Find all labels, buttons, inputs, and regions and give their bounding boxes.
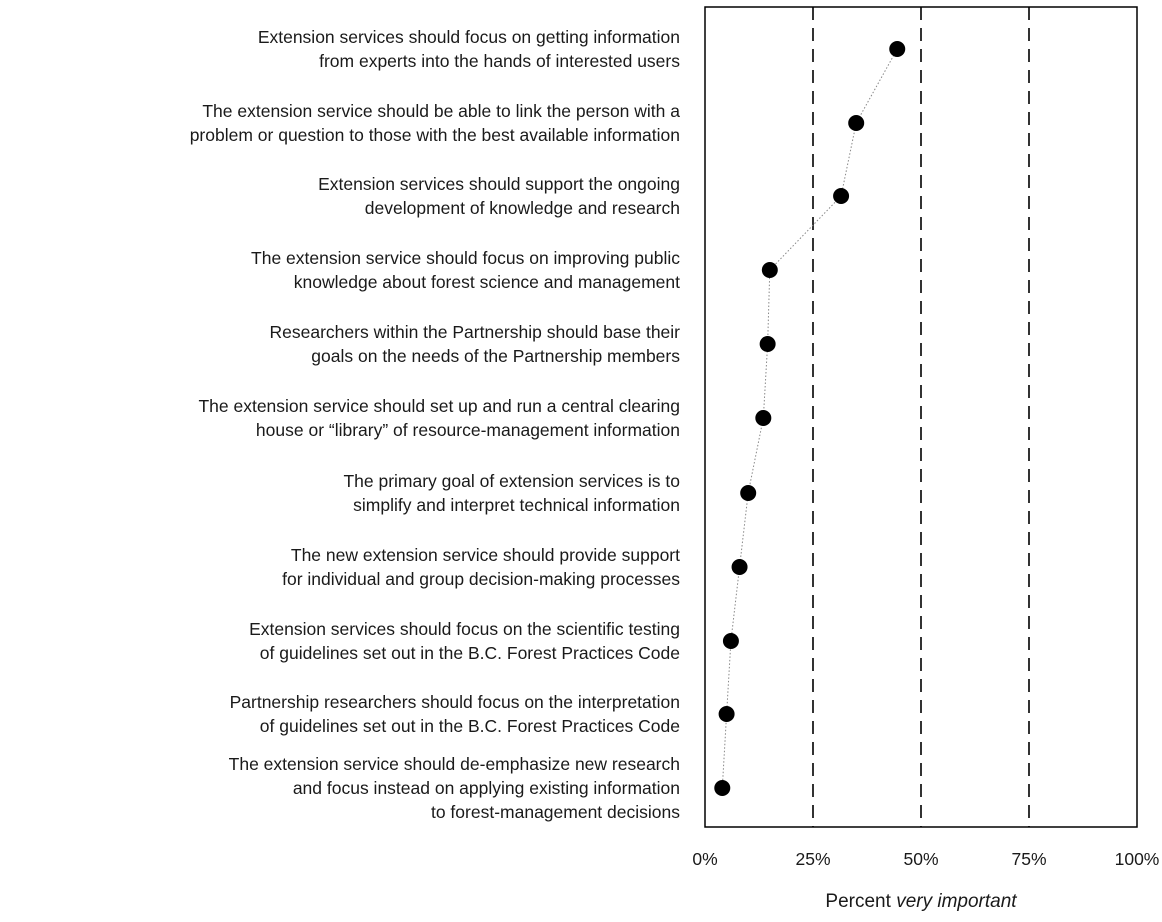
category-label-7-line-2: simplify and interpret technical informa… — [353, 495, 680, 515]
data-point-4 — [761, 262, 778, 278]
data-point-6 — [755, 410, 772, 426]
category-label-11-line-1: The extension service should de-emphasiz… — [229, 754, 680, 774]
category-label-1-line-1: Extension services should focus on getti… — [258, 27, 680, 47]
data-point-2 — [848, 115, 865, 131]
data-point-10 — [718, 706, 735, 722]
x-tick-label-100: 100% — [1115, 849, 1160, 869]
category-label-11-line-2: and focus instead on applying existing i… — [293, 778, 680, 798]
category-label-8-line-1: The new extension service should provide… — [291, 545, 680, 565]
category-label-4-line-2: knowledge about forest science and manag… — [294, 272, 680, 292]
x-axis-ticks: 0% 25% 50% 75% 100% — [692, 849, 1159, 869]
reference-lines — [812, 7, 1030, 827]
x-axis-label-emphasis: very important — [896, 891, 1017, 912]
category-label-8-line-2: for individual and group decision-making… — [282, 569, 680, 589]
category-label-6-line-1: The extension service should set up and … — [198, 396, 680, 416]
category-label-5-line-2: goals on the needs of the Partnership me… — [311, 346, 680, 366]
plot-frame — [704, 6, 1138, 828]
category-label-9-line-2: of guidelines set out in the B.C. Forest… — [260, 643, 680, 663]
category-label-10-line-2: of guidelines set out in the B.C. Forest… — [260, 716, 680, 736]
data-point-3 — [833, 188, 850, 204]
category-label-6-line-2: house or “library” of resource-managemen… — [256, 420, 680, 440]
connector-layer — [721, 48, 898, 789]
category-label-3-line-1: Extension services should support the on… — [318, 174, 680, 194]
category-label-2-line-2: problem or question to those with the be… — [190, 125, 680, 145]
x-tick-label-25: 25% — [795, 849, 830, 869]
x-tick-label-50: 50% — [903, 849, 938, 869]
x-tick-label-75: 75% — [1011, 849, 1046, 869]
data-point-5 — [759, 336, 776, 352]
category-label-2-line-1: The extension service should be able to … — [202, 101, 680, 121]
category-labels: Extension services should focus on getti… — [190, 27, 681, 822]
x-tick-label-0: 0% — [692, 849, 717, 869]
category-label-11-line-3: to forest-management decisions — [431, 802, 680, 822]
category-label-5-line-1: Researchers within the Partnership shoul… — [270, 322, 681, 342]
data-point-8 — [731, 559, 748, 575]
data-point-1 — [889, 41, 906, 57]
data-point-9 — [722, 633, 739, 649]
category-label-10-line-1: Partnership researchers should focus on … — [230, 692, 680, 712]
category-label-4-line-1: The extension service should focus on im… — [251, 248, 680, 268]
category-label-3-line-2: development of knowledge and research — [365, 198, 680, 218]
category-label-1-line-2: from experts into the hands of intereste… — [319, 51, 680, 71]
data-point-7 — [740, 485, 757, 501]
x-axis-label: Percent very important — [825, 891, 1017, 912]
x-axis-label-prefix: Percent — [825, 891, 896, 912]
category-label-9-line-1: Extension services should focus on the s… — [249, 619, 680, 639]
category-label-7-line-1: The primary goal of extension services i… — [343, 471, 680, 491]
data-point-11 — [714, 780, 731, 796]
connector-line — [721, 48, 898, 789]
data-points — [714, 41, 906, 796]
